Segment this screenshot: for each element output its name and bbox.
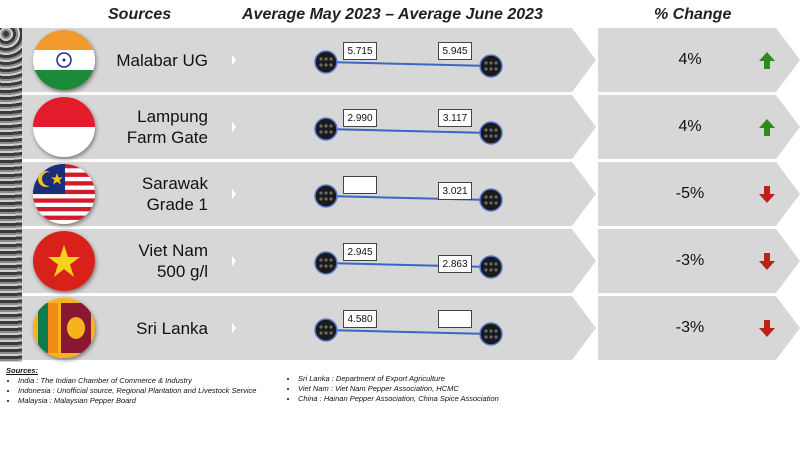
chart-title: Average May 2023 – Average June 2023 xyxy=(242,6,543,23)
trend-up-arrow-icon xyxy=(759,52,775,69)
price-row: Lampung Farm Gate 4% xyxy=(0,95,800,161)
footer-left-list: India : The Indian Chamber of Commerce &… xyxy=(6,376,296,406)
price-panel xyxy=(212,95,596,159)
sri-lanka-flag-icon xyxy=(33,298,95,358)
price-panel xyxy=(212,229,596,293)
trend-down-arrow-icon xyxy=(759,253,775,270)
may-value-label xyxy=(343,176,377,194)
may-value-label: 2.990 xyxy=(343,109,377,127)
footer-source-item: Viet Nam : Viet Nam Pepper Association, … xyxy=(298,384,586,394)
footer-source-item: China : Hainan Pepper Association, China… xyxy=(298,394,586,404)
footer-source-item: Malaysia : Malaysian Pepper Board xyxy=(18,396,296,406)
malaysia-flag-icon xyxy=(33,164,95,224)
price-row: Sri Lanka -3% xyxy=(0,296,800,362)
source-label: Sarawak Grade 1 xyxy=(141,174,208,214)
trend-up-arrow-icon xyxy=(759,119,775,136)
footer-sources-left: Sources: India : The Indian Chamber of C… xyxy=(6,366,296,406)
footer-title: Sources: xyxy=(6,366,39,375)
sources-header: Sources xyxy=(108,6,172,23)
price-panel xyxy=(212,296,596,360)
may-value-label: 5.715 xyxy=(343,42,377,60)
june-value-label: 2.863 xyxy=(438,255,472,273)
june-value-label xyxy=(438,310,472,328)
may-value-label: 2.945 xyxy=(343,243,377,261)
trend-down-arrow-icon xyxy=(759,320,775,337)
india-flag-icon xyxy=(33,30,95,90)
may-value-label: 4.580 xyxy=(343,310,377,328)
percent-change-value: -5% xyxy=(675,185,705,202)
footer-source-item: Indonesia : Unofficial source, Regional … xyxy=(18,386,296,396)
source-label: Sri Lanka xyxy=(136,318,208,338)
price-row: Sarawak Grade 1 -5% xyxy=(0,162,800,228)
price-row: Malabar UG 4% xyxy=(0,28,800,94)
percent-change-value: -3% xyxy=(675,252,705,269)
vietnam-flag-icon xyxy=(33,231,95,291)
price-panel xyxy=(212,162,596,226)
pepper-texture-strip xyxy=(0,28,22,362)
footer-source-item: Sri Lanka : Department of Export Agricul… xyxy=(298,374,586,384)
june-value-label: 3.117 xyxy=(438,109,472,127)
trend-down-arrow-icon xyxy=(759,186,775,203)
percent-change-value: 4% xyxy=(678,51,702,68)
june-value-label: 3.021 xyxy=(438,182,472,200)
indonesia-flag-icon xyxy=(33,97,95,157)
source-label: Malabar UG xyxy=(116,50,208,70)
price-panel xyxy=(212,28,596,92)
footer-source-item: India : The Indian Chamber of Commerce &… xyxy=(18,376,296,386)
percent-change-header: % Change xyxy=(654,6,732,23)
source-label: Viet Nam 500 g/l xyxy=(138,241,208,281)
footer-sources-right: Sri Lanka : Department of Export Agricul… xyxy=(286,374,586,404)
june-value-label: 5.945 xyxy=(438,42,472,60)
price-row: Viet Nam 500 g/l -3% xyxy=(0,229,800,295)
percent-change-value: 4% xyxy=(678,118,702,135)
footer-right-list: Sri Lanka : Department of Export Agricul… xyxy=(286,374,586,404)
source-label: Lampung Farm Gate xyxy=(126,107,208,147)
percent-change-value: -3% xyxy=(675,319,705,336)
